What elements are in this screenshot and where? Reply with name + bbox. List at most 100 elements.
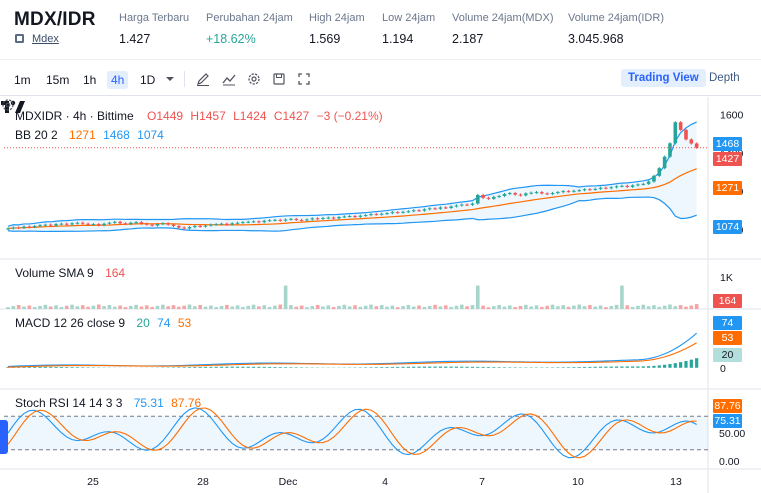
volume-bar <box>353 305 357 309</box>
timeframe-1m[interactable]: 1m <box>14 73 31 87</box>
trading-view-tab[interactable]: Trading View <box>621 69 706 87</box>
stoch-rsi-label: Stoch RSI 14 14 3 3 <box>15 396 123 410</box>
badge-bb-lower: 1074 <box>713 220 742 234</box>
volume-bar <box>524 304 528 309</box>
volume-bar <box>214 307 218 309</box>
save-icon[interactable] <box>271 71 287 87</box>
volume-bar <box>545 305 549 309</box>
volume-bar <box>80 305 85 309</box>
bb-label: BB 20 2 <box>15 128 58 142</box>
depth-tab[interactable]: Depth <box>709 72 740 84</box>
stoch-tick-label: 0.00 <box>719 456 740 468</box>
time-axis-label: 25 <box>87 476 99 488</box>
macd-hist-bar <box>43 366 47 368</box>
bb-upper-line <box>7 121 697 227</box>
gear-icon[interactable] <box>246 71 262 87</box>
volume-bar <box>673 306 678 309</box>
bb-upper-value: 1468 <box>103 128 130 142</box>
macd-signal-value: 53 <box>177 316 192 330</box>
volume-bar <box>417 305 421 309</box>
volume-bar <box>59 306 64 309</box>
candle-body <box>497 195 501 197</box>
macd-hist-bar <box>663 364 667 368</box>
macd-hist-bar <box>209 366 213 368</box>
ohlc-change: −3 (−0.21%) <box>316 109 383 123</box>
macd-hist-bar <box>54 366 58 368</box>
macd-hist-bar <box>486 367 491 368</box>
volume-bar <box>134 304 138 309</box>
candle-body <box>230 223 235 225</box>
fullscreen-icon[interactable] <box>296 71 312 87</box>
candle-body <box>123 223 128 225</box>
volume-bar <box>433 304 437 309</box>
stat-volume-idr: Volume 24jam(IDR) 3.045.968 <box>568 12 664 46</box>
candle-body <box>593 188 598 190</box>
candle-body <box>326 217 331 219</box>
macd-hist-bar <box>476 366 480 368</box>
timeframe-4h[interactable]: 4h <box>107 71 129 89</box>
macd-hist-bar <box>241 366 245 368</box>
volume-bar <box>177 306 181 309</box>
candle-body <box>241 222 245 224</box>
volume-bar <box>278 304 283 309</box>
candle-body <box>689 139 694 144</box>
volume-bar <box>209 305 213 309</box>
candle-body <box>235 222 240 224</box>
candle-body <box>668 143 672 157</box>
candle-body <box>374 214 379 216</box>
side-panel-toggle[interactable] <box>0 420 8 454</box>
time-axis-label: 13 <box>670 476 682 488</box>
volume-bar <box>566 306 571 309</box>
volume-bar <box>486 307 491 309</box>
candle-body <box>475 194 480 204</box>
volume-bar <box>475 285 480 309</box>
volume-bar <box>465 306 469 309</box>
volume-bar <box>112 306 117 309</box>
candle-body <box>470 203 475 205</box>
candle-body <box>401 211 405 213</box>
stat-volume-mdx: Volume 24jam(MDX) 2.187 <box>452 12 554 46</box>
candle-body <box>481 194 485 198</box>
macd-hist-bar <box>561 367 565 368</box>
volume-bar <box>609 305 614 309</box>
timeframe-1h[interactable]: 1h <box>83 73 97 87</box>
candle-body <box>139 222 144 224</box>
candle-body <box>219 223 224 225</box>
candle-body <box>118 221 122 224</box>
volume-bar <box>657 306 662 309</box>
macd-hist-bar <box>33 366 37 368</box>
candle-body <box>91 224 96 226</box>
candle-body <box>86 223 90 225</box>
volume-bar <box>518 305 523 309</box>
volume-bar <box>620 285 624 309</box>
candle-body <box>433 208 437 210</box>
chevron-down-icon[interactable] <box>162 71 178 87</box>
candle-body <box>513 193 517 195</box>
volume-bar <box>625 305 630 309</box>
timeframe-1d[interactable]: 1D <box>140 73 156 87</box>
price-chart-svg: 16001400120010001K100050.000.002528Dec47… <box>0 97 761 493</box>
timeframe-15m[interactable]: 15m <box>46 73 70 87</box>
candle-body <box>572 190 576 192</box>
indicator-icon[interactable] <box>221 71 237 87</box>
volume-bar <box>390 305 395 309</box>
volume-bar <box>198 305 202 309</box>
volume-legend: Volume SMA 9 164 <box>15 266 129 280</box>
macd-line <box>7 332 698 367</box>
volume-bar <box>363 305 368 309</box>
macd-hist-bar <box>267 366 272 368</box>
candle-body <box>422 209 427 211</box>
macd-hist-bar <box>588 366 592 368</box>
chart-area[interactable]: 16001400120010001K100050.000.002528Dec47… <box>0 97 761 493</box>
candle-body <box>641 183 646 185</box>
chart-settings-gear-icon[interactable] <box>0 97 16 113</box>
candle-body <box>177 225 181 228</box>
volume-bar <box>540 306 544 309</box>
pencil-icon[interactable] <box>195 71 211 87</box>
exchange-link[interactable]: Mdex <box>32 33 59 45</box>
market-header: MDX/IDR Mdex Harga Terbaru 1.427 Perubah… <box>0 0 761 60</box>
candle-body <box>198 225 202 227</box>
volume-bar <box>529 306 533 309</box>
macd-hist-bar <box>647 366 651 368</box>
candle-body <box>652 175 656 182</box>
